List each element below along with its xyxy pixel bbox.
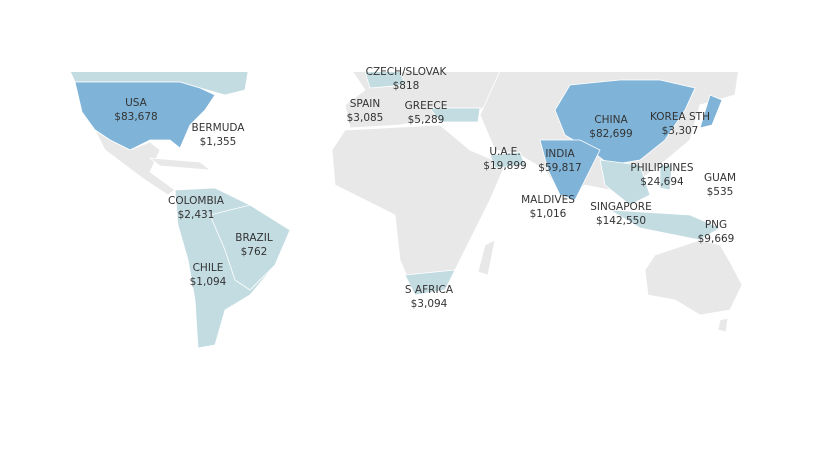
india: [539, 139, 601, 201]
indonesia: [609, 209, 721, 241]
uae: [489, 151, 526, 169]
region-name: USA: [125, 97, 148, 109]
china: [554, 79, 696, 166]
region-name: PHILIPPINES: [630, 162, 694, 174]
region-value: $82,699: [589, 128, 632, 140]
region-value: $24,694: [640, 176, 684, 188]
region-value: $762: [241, 246, 268, 258]
region-name: INDIA: [545, 148, 575, 160]
madagascar: [477, 239, 496, 276]
region-name: BERMUDA: [192, 122, 246, 134]
australia: [644, 239, 743, 316]
southeast-asia: [599, 159, 651, 206]
region-value: $1,355: [200, 136, 237, 148]
region-value: $3,085: [347, 112, 384, 124]
region-name: MALDIVES: [521, 194, 575, 206]
greece: [429, 107, 481, 123]
region-value: $5,289: [408, 114, 445, 126]
region-name: U.A.E.: [489, 146, 520, 158]
region-name: SINGAPORE: [590, 201, 651, 213]
region-name: GUAM: [704, 172, 736, 184]
region-name: S AFRICA: [405, 284, 454, 296]
region-name: PNG: [705, 219, 727, 231]
region-name: CZECH/SLOVAK: [366, 66, 448, 78]
south-africa: [404, 269, 456, 296]
region-value: $818: [393, 80, 420, 92]
region-name: BRAZIL: [235, 232, 273, 244]
japan: [699, 94, 723, 129]
czech-slovak: [364, 72, 406, 89]
new-zealand: [717, 317, 729, 333]
region-value: $1,094: [190, 276, 227, 288]
mexico-central-america: [93, 128, 176, 196]
region-name: CHINA: [594, 114, 628, 126]
region-name: KOREA STH: [650, 111, 710, 123]
caribbean: [148, 157, 212, 171]
region-name: COLOMBIA: [168, 195, 225, 207]
region-value: $83,678: [114, 111, 157, 123]
region-name: CHILE: [193, 262, 224, 274]
region-name: SPAIN: [350, 98, 380, 110]
region-value: $535: [707, 186, 734, 198]
region-value: $19,899: [483, 160, 526, 172]
region-value: $1,016: [530, 208, 567, 220]
region-value: $142,550: [596, 215, 646, 227]
region-value: $59,817: [538, 162, 581, 174]
region-value: $3,307: [662, 125, 699, 137]
brazil: [209, 204, 291, 291]
region-value: $9,669: [698, 233, 735, 245]
map-shapes: [70, 72, 743, 349]
region-value: $3,094: [411, 298, 448, 310]
philippines: [659, 164, 673, 191]
labels: USA $83,678 BERMUDA $1,355 CZECH/SLOVAK $818 S…: [114, 66, 736, 310]
region-value: $2,431: [178, 209, 215, 221]
region-name: GREECE: [405, 100, 448, 112]
